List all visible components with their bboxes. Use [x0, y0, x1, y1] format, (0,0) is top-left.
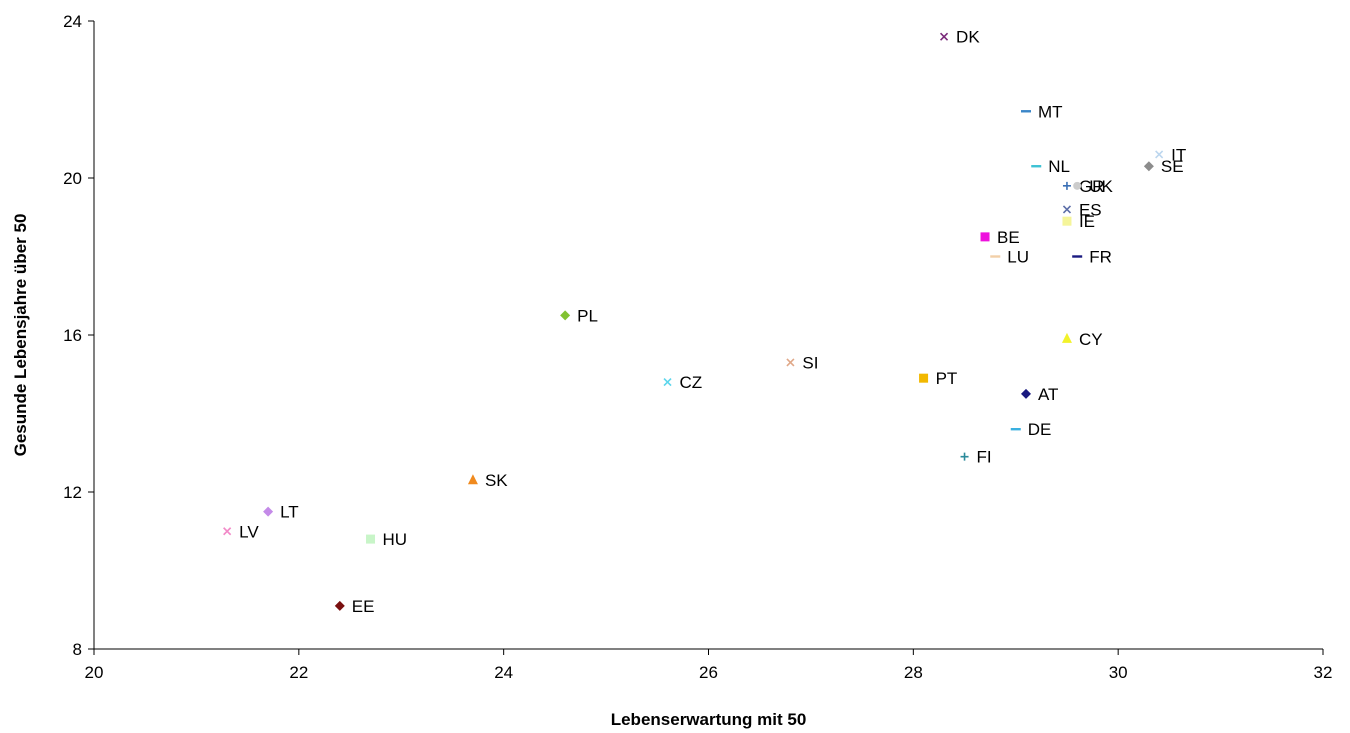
x-axis-title: Lebenserwartung mit 50: [611, 710, 807, 729]
point-label: EE: [352, 597, 375, 616]
data-point-fi: FI: [960, 448, 992, 467]
point-label: SI: [802, 353, 818, 372]
point-label: PT: [936, 369, 958, 388]
point-marker: [980, 232, 990, 242]
point-label: LU: [1007, 248, 1029, 267]
data-point-mt: MT: [1020, 102, 1063, 121]
data-point-pl: PL: [560, 306, 598, 325]
point-label: AT: [1038, 385, 1058, 404]
data-point-si: SI: [786, 353, 818, 372]
y-tick-label: 12: [63, 483, 82, 502]
y-tick-label: 16: [63, 326, 82, 345]
point-label: CY: [1079, 330, 1103, 349]
axes: 20 22 24 26 28 30 32 8 12 16 20 24: [63, 12, 1332, 682]
x-axis-ticks: 20 22 24 26 28 30 32: [85, 649, 1333, 682]
data-point-nl: NL: [1031, 157, 1070, 176]
point-label: PL: [577, 306, 598, 325]
point-label: FR: [1089, 248, 1112, 267]
point-marker: [1062, 181, 1071, 190]
data-point-at: AT: [1020, 385, 1058, 404]
point-marker: [1143, 161, 1154, 172]
data-point-sk: SK: [467, 471, 508, 490]
point-marker: [1073, 181, 1082, 190]
point-label: FI: [977, 448, 992, 467]
point-label: NL: [1048, 157, 1070, 176]
point-marker: [223, 527, 232, 536]
point-marker: [467, 474, 478, 485]
point-marker: [1020, 388, 1031, 399]
point-label: CZ: [680, 373, 703, 392]
point-label: ES: [1079, 200, 1102, 219]
data-point-dk: DK: [939, 28, 980, 47]
x-tick-label: 26: [699, 663, 718, 682]
point-marker: [1061, 332, 1072, 343]
point-label: UK: [1089, 177, 1113, 196]
point-marker: [1062, 205, 1072, 214]
point-marker: [786, 358, 795, 367]
point-label: GR: [1079, 177, 1105, 196]
data-point-gr: GR: [1062, 177, 1105, 196]
data-point-de: DE: [1010, 420, 1052, 439]
y-tick-label: 8: [73, 640, 82, 659]
data-point-uk: UK: [1073, 177, 1113, 196]
point-marker: [990, 255, 1001, 258]
data-point-lu: LU: [990, 248, 1029, 267]
data-point-lt: LT: [263, 503, 299, 522]
data-point-it: IT: [1155, 145, 1186, 164]
point-marker: [939, 32, 949, 41]
point-label: MT: [1038, 102, 1063, 121]
point-marker: [1031, 165, 1042, 168]
data-point-cy: CY: [1061, 330, 1103, 349]
data-point-se: SE: [1143, 157, 1184, 176]
point-label: HU: [383, 530, 408, 549]
point-marker: [263, 506, 274, 517]
data-point-cz: CZ: [663, 373, 703, 392]
y-tick-label: 20: [63, 169, 82, 188]
data-point-be: BE: [980, 228, 1020, 247]
point-label: DK: [956, 28, 980, 47]
data-point-ee: EE: [334, 597, 375, 616]
data-point-lv: LV: [223, 522, 259, 541]
point-label: LT: [280, 503, 299, 522]
data-point-es: ES: [1062, 200, 1102, 219]
point-marker: [663, 378, 672, 387]
point-marker: [560, 310, 571, 321]
x-tick-label: 20: [85, 663, 104, 682]
point-marker: [334, 600, 345, 611]
point-label: BE: [997, 228, 1020, 247]
point-marker: [960, 452, 969, 461]
point-marker: [1010, 428, 1021, 431]
y-axis-title: Gesunde Lebensjahre über 50: [11, 214, 30, 457]
point-label: IT: [1171, 145, 1186, 164]
point-marker: [1062, 216, 1072, 226]
point-label: SK: [485, 471, 508, 490]
data-point-ie: IE: [1062, 212, 1095, 231]
point-marker: [919, 373, 929, 383]
point-label: IE: [1079, 212, 1095, 231]
x-tick-label: 32: [1314, 663, 1333, 682]
x-tick-label: 22: [289, 663, 308, 682]
point-marker: [366, 534, 376, 544]
point-marker: [1072, 255, 1083, 258]
y-tick-label: 24: [63, 12, 82, 31]
data-point-pt: PT: [919, 369, 957, 388]
point-label: LV: [239, 522, 259, 541]
point-label: SE: [1161, 157, 1184, 176]
point-marker: [1020, 110, 1031, 113]
x-tick-label: 30: [1109, 663, 1128, 682]
point-label: DE: [1028, 420, 1052, 439]
x-tick-label: 24: [494, 663, 513, 682]
data-point-fr: FR: [1072, 248, 1112, 267]
point-marker: [1155, 150, 1164, 159]
data-point-hu: HU: [366, 530, 407, 549]
x-tick-label: 28: [904, 663, 923, 682]
y-axis-ticks: 8 12 16 20 24: [63, 12, 94, 659]
